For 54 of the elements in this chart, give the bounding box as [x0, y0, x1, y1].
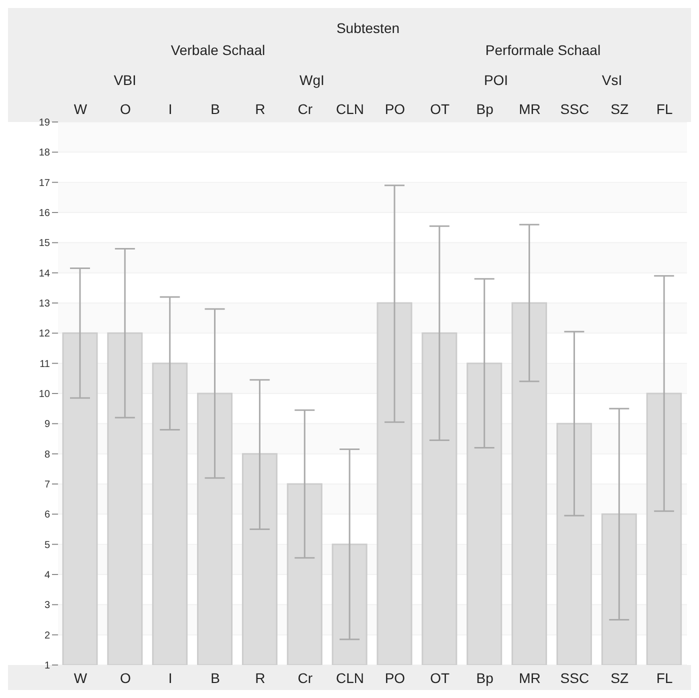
y-tick-label: 18 — [38, 148, 50, 159]
chart-title: Subtesten — [335, 20, 401, 36]
y-tick-label: 3 — [44, 600, 50, 612]
y-tick-label: 12 — [38, 328, 50, 340]
text: POI — [482, 72, 510, 88]
text: Verbale Schaal — [170, 42, 266, 58]
y-tick-label: 9 — [44, 419, 50, 430]
text: VsI — [600, 72, 624, 88]
x-tick-label: R — [255, 670, 266, 686]
text: VBI — [112, 72, 138, 88]
y-tick-label: 4 — [44, 570, 50, 582]
x-tick-label: O — [120, 670, 131, 686]
y-tick-label: 17 — [38, 178, 50, 189]
x-tick-label: PO — [384, 670, 406, 686]
category-label: I — [168, 101, 172, 117]
category-label: PO — [384, 101, 406, 117]
y-tick-label: 10 — [38, 389, 50, 400]
x-tick-label: I — [168, 670, 172, 686]
category-label: Cr — [298, 101, 312, 117]
category-label: O — [120, 101, 131, 117]
category-label: SZ — [610, 101, 629, 117]
y-tick-label: 11 — [40, 358, 50, 370]
x-tick-label: B — [210, 670, 220, 686]
y-tick-label: 13 — [38, 298, 50, 310]
x-tick-label: MR — [518, 670, 541, 686]
y-tick-label: 5 — [44, 540, 50, 551]
y-tick-label: 14 — [38, 268, 50, 280]
y-tick-label: 1 — [44, 660, 50, 672]
x-tick-label: CLN — [336, 670, 364, 686]
category-label: Bp — [476, 101, 494, 117]
y-tick-label: 19 — [38, 118, 50, 129]
text: WgI — [298, 72, 326, 88]
y-tick-label: 7 — [44, 480, 50, 491]
x-tick-label: Cr — [298, 670, 313, 686]
category-label: FL — [656, 101, 673, 117]
x-tick-label: Bp — [476, 670, 494, 686]
category-label: SSC — [560, 101, 590, 117]
category-label: B — [210, 101, 220, 117]
y-tick-label: 8 — [44, 449, 50, 460]
x-tick-label: SZ — [610, 670, 629, 686]
x-tick-label: OT — [430, 670, 450, 686]
category-label: OT — [430, 101, 450, 117]
category-label: CLN — [336, 101, 364, 117]
y-tick-label: 16 — [38, 208, 50, 220]
x-tick-label: W — [74, 670, 88, 686]
category-label: R — [255, 101, 266, 117]
x-tick-label: SSC — [560, 670, 590, 686]
category-label: W — [74, 101, 88, 117]
y-tick-label: 2 — [44, 630, 50, 642]
x-tick-label: FL — [656, 670, 673, 686]
text: Performale Schaal — [484, 42, 602, 58]
y-tick-label: 6 — [44, 510, 50, 521]
y-tick-label: 15 — [38, 238, 50, 250]
category-label: MR — [518, 101, 541, 117]
